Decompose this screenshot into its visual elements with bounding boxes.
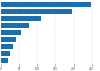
Bar [1,58,8,63]
Bar [1,23,29,28]
Bar [1,51,10,56]
Bar [1,9,72,14]
Bar [1,2,91,7]
Bar [1,37,16,42]
Bar [1,44,13,49]
Bar [1,30,21,35]
Bar [1,16,41,21]
